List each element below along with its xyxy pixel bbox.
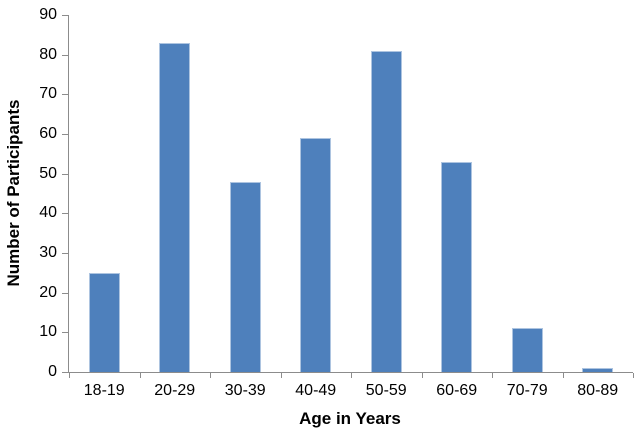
- x-axis-tick: [492, 373, 493, 378]
- x-axis-tick-label: 40-49: [295, 382, 337, 399]
- plot-area: 0 10 20 30 40 50 60 70 80 90 18-19 20-29 30-39 40-49 5…: [39, 6, 634, 399]
- y-axis-tick: [62, 134, 68, 135]
- y-axis-tick-label: 40: [39, 204, 57, 222]
- y-axis-title: Number of Participants: [4, 99, 23, 287]
- y-axis-tick-label: 80: [39, 45, 57, 63]
- x-axis-title: Age in Years: [299, 409, 401, 428]
- bar: [159, 42, 191, 372]
- x-axis-tick: [280, 373, 282, 378]
- x-axis-tick: [633, 373, 634, 378]
- bar: [300, 137, 332, 372]
- y-axis-tick-label: 90: [39, 6, 57, 23]
- y-axis-tick-label: 0: [48, 363, 57, 380]
- y-axis-tick: [62, 213, 68, 215]
- y-axis-tick-label: 50: [39, 164, 57, 182]
- x-axis-tick-label: 20-29: [154, 382, 196, 399]
- y-axis-tick: [62, 253, 68, 254]
- bar: [441, 161, 473, 372]
- y-axis-tick: [62, 173, 68, 175]
- x-axis-tick: [139, 373, 141, 378]
- x-axis-tick: [69, 373, 70, 378]
- x-axis-tick: [351, 373, 352, 378]
- bar: [370, 50, 402, 372]
- y-axis-tick: [62, 332, 68, 334]
- x-axis-tick-label: 60-69: [436, 382, 478, 399]
- bar: [88, 272, 120, 372]
- bar: [229, 181, 261, 372]
- y-axis-tick-label: 30: [39, 244, 57, 261]
- bar: [511, 328, 543, 372]
- x-axis-tick-label: 70-79: [506, 382, 548, 399]
- x-axis-tick: [421, 373, 423, 378]
- y-axis-tick: [62, 292, 68, 294]
- x-axis-tick-label: 18-19: [83, 382, 125, 399]
- y-axis-tick-label: 20: [39, 283, 57, 301]
- y-axis-tick: [62, 372, 68, 373]
- y-axis-tick: [62, 54, 68, 56]
- bar: [582, 368, 614, 372]
- x-axis-tick: [210, 373, 211, 378]
- x-axis-tick-label: 30-39: [224, 382, 266, 399]
- x-axis-tick-label: 80-89: [577, 382, 619, 399]
- y-axis-tick-label: 10: [39, 323, 57, 341]
- y-axis-tick: [62, 15, 68, 16]
- y-axis-tick: [62, 94, 68, 96]
- x-axis-tick: [562, 373, 564, 378]
- y-axis-tick-label: 60: [39, 125, 57, 142]
- y-axis-tick-label: 70: [39, 85, 57, 103]
- x-axis-tick-label: 50-59: [365, 382, 407, 399]
